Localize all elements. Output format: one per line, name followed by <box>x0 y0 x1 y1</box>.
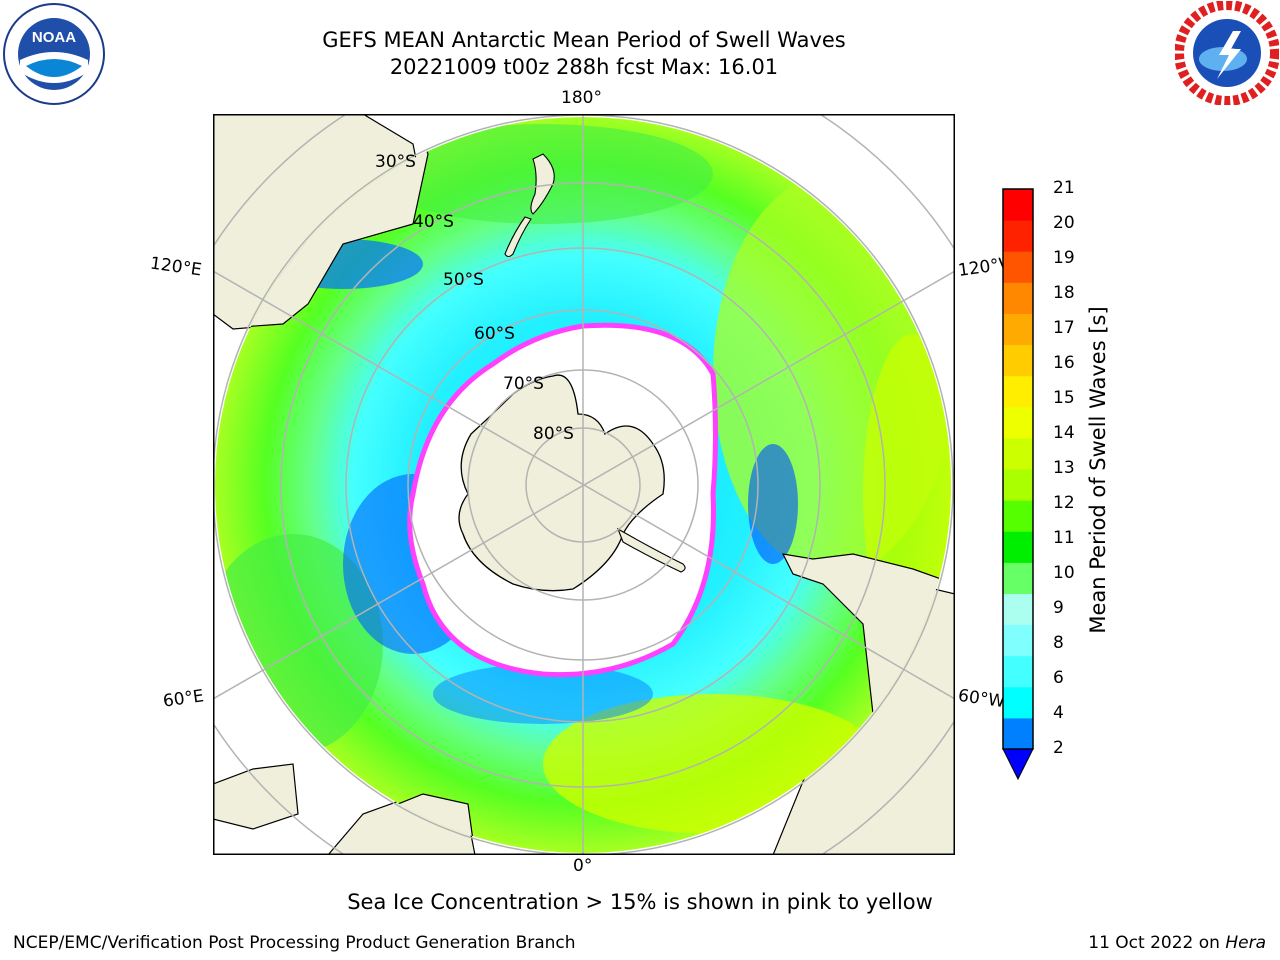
colorbar-segment <box>1003 282 1033 314</box>
colorbar-segment <box>1003 189 1033 221</box>
colorbar-tick-label: 17 <box>1053 318 1075 338</box>
colorbar-tick-label: 2 <box>1053 738 1064 758</box>
colorbar-tick-label: 8 <box>1053 633 1064 653</box>
colorbar-tick-label: 6 <box>1053 668 1064 688</box>
lon-label-bottom: 0° <box>573 856 593 876</box>
colorbar-segment <box>1003 375 1033 408</box>
footer-machine: Hera <box>1225 933 1266 953</box>
footer-date-text: 11 Oct 2022 on <box>1088 933 1226 953</box>
colorbar-segment <box>1003 406 1033 439</box>
colorbar-tick-label: 19 <box>1053 248 1075 268</box>
lat-label-60s: 60°S <box>474 324 515 344</box>
footer-date: 11 Oct 2022 on Hera <box>1088 933 1266 953</box>
colorbar-tick-label: 13 <box>1053 458 1075 478</box>
footer-branch: NCEP/EMC/Verification Post Processing Pr… <box>13 933 576 953</box>
colorbar-tick-label: 18 <box>1053 283 1075 303</box>
colorbar-tick-label: 12 <box>1053 493 1075 513</box>
colorbar-tick-label: 14 <box>1053 423 1075 443</box>
colorbar-segment <box>1003 531 1033 563</box>
colorbar-segment <box>1003 624 1033 657</box>
colorbar-tick-label: 11 <box>1053 528 1075 548</box>
colorbar-tick-label: 16 <box>1053 353 1075 373</box>
lat-label-70s: 70°S <box>503 374 544 394</box>
lat-label-30s: 30°S <box>375 152 416 172</box>
colorbar-segment <box>1003 686 1033 719</box>
map-subtitle: 20221009 t00z 288h fcst Max: 16.01 <box>389 55 779 79</box>
colorbar-tick-label: 9 <box>1053 598 1064 618</box>
lon-label-lower-left: 60°E <box>161 686 206 712</box>
colorbar-extend-min <box>1002 748 1034 781</box>
colorbar-segment <box>1003 313 1033 346</box>
colorbar <box>1002 187 1034 782</box>
lat-label-50s: 50°S <box>443 270 484 290</box>
colorbar-tick-label: 15 <box>1053 388 1075 408</box>
colorbar-segment <box>1003 469 1033 501</box>
lat-label-40s: 40°S <box>413 212 454 232</box>
lon-label-top: 180° <box>561 88 602 108</box>
colorbar-segment <box>1003 220 1033 252</box>
colorbar-label: Mean Period of Swell Waves [s] <box>1086 306 1110 634</box>
noaa-logo: NOAA <box>2 2 106 106</box>
colorbar-segment <box>1003 437 1033 470</box>
sea-ice-note: Sea Ice Concentration > 15% is shown in … <box>347 890 933 914</box>
colorbar-segment <box>1003 251 1033 283</box>
colorbar-segment <box>1003 655 1033 688</box>
svg-text:NOAA: NOAA <box>32 29 76 46</box>
colorbar-tick-label: 20 <box>1053 213 1075 233</box>
polar-map <box>213 114 955 855</box>
colorbar-segment <box>1003 593 1033 626</box>
lon-label-lower-right: 60°W <box>956 685 1007 713</box>
colorbar-segment <box>1003 562 1033 594</box>
colorbar-tick-label: 21 <box>1053 178 1075 198</box>
colorbar-tick-label: 4 <box>1053 703 1064 723</box>
colorbar-segment <box>1003 717 1033 750</box>
nws-logo <box>1174 0 1280 106</box>
colorbar-segment <box>1003 344 1033 377</box>
map-title: GEFS MEAN Antarctic Mean Period of Swell… <box>322 28 846 52</box>
lon-label-upper-left: 120°E <box>148 253 203 281</box>
colorbar-tick-label: 10 <box>1053 563 1075 583</box>
colorbar-segment <box>1003 500 1033 532</box>
lat-label-80s: 80°S <box>533 424 574 444</box>
